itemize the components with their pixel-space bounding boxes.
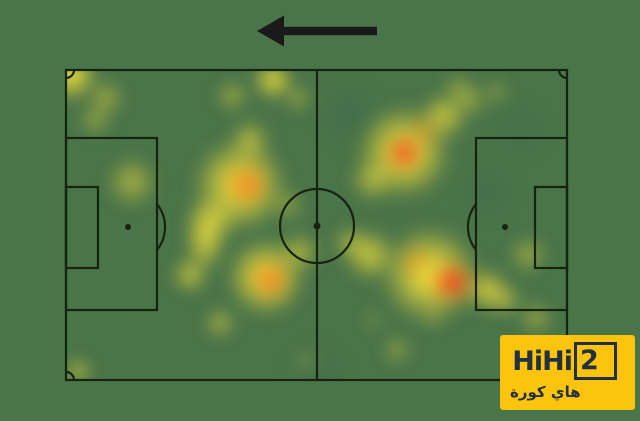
attack-direction-arrow-icon — [257, 15, 377, 47]
right-goal-area — [533, 185, 569, 270]
corner-arc-top-right — [557, 69, 568, 80]
heat-blob-yellow — [205, 308, 235, 338]
heat-blob-yellow — [520, 302, 552, 334]
heat-blob-yellow — [285, 85, 311, 111]
heat-blob-orange — [398, 244, 434, 280]
heat-blob-yellow — [363, 310, 383, 330]
heat-blob-yellow — [423, 310, 443, 330]
heat-blob-yellow — [217, 81, 247, 111]
logo-brand-number: 2 — [573, 342, 617, 380]
hihi2-logo: HiHi 2 هاي كورة — [500, 335, 635, 410]
left-penalty-area — [64, 136, 159, 312]
left-penalty-spot — [125, 224, 131, 230]
heat-blob-yellow — [106, 156, 158, 208]
heat-blob-yellow — [294, 348, 318, 372]
centre-spot — [313, 222, 321, 230]
heat-blob-red — [262, 273, 278, 289]
corner-arc-bottom-left — [65, 370, 76, 381]
heat-blob-yellow — [172, 257, 208, 293]
heatmap-layer — [66, 70, 567, 380]
heat-blob-cool — [493, 102, 549, 158]
heat-blob-red — [238, 177, 256, 195]
corner-arc-top-left — [65, 69, 76, 80]
right-penalty-area — [474, 136, 569, 312]
heat-blob-orange — [248, 258, 292, 302]
heat-blob-yellow — [88, 80, 124, 116]
logo-tagline-arabic: هاي كورة — [510, 383, 581, 401]
heat-blob-red — [436, 266, 468, 298]
heat-blob-red — [390, 138, 418, 166]
heat-blob-yellow — [383, 336, 411, 364]
heat-blob-yellow — [79, 104, 111, 136]
logo-brand-text: HiHi — [512, 345, 573, 377]
heat-blob-yellow — [454, 84, 486, 116]
heat-blob-orange — [223, 161, 271, 209]
heat-blob-yellow — [444, 74, 472, 102]
right-penalty-spot — [502, 224, 508, 230]
heat-blob-cool — [458, 164, 514, 220]
centre-circle — [278, 187, 356, 265]
left-goal-area — [64, 185, 100, 270]
left-penalty-arc — [156, 203, 167, 251]
heat-blob-yellow — [484, 80, 508, 104]
logo-brand: HiHi 2 — [508, 342, 621, 380]
right-penalty-arc — [466, 203, 477, 251]
